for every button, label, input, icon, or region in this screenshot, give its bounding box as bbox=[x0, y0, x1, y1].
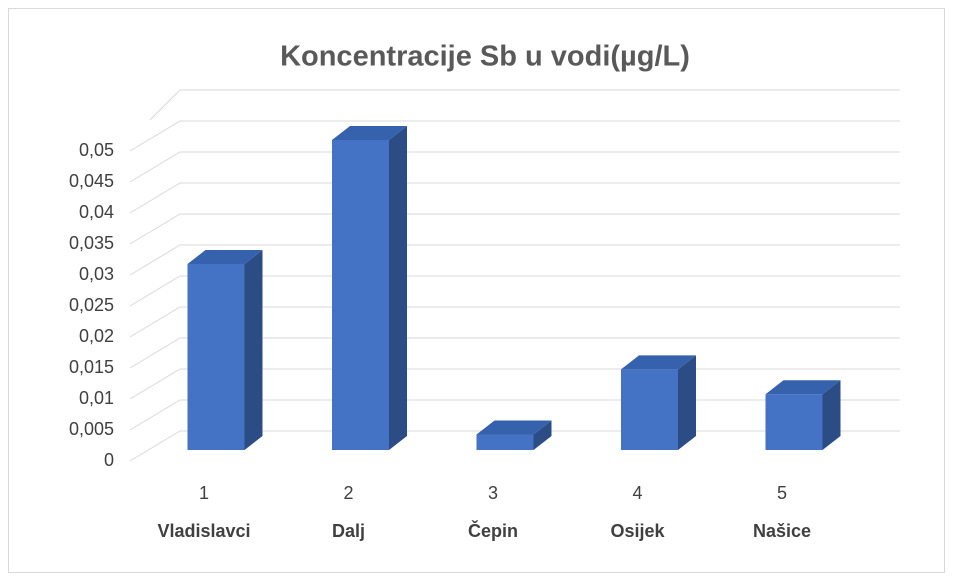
y-tick-label: 0,05 bbox=[79, 140, 114, 160]
y-tick-label: 0,03 bbox=[79, 264, 114, 284]
x-tick-label: 5 bbox=[777, 483, 787, 503]
x-tick-label: 3 bbox=[488, 483, 498, 503]
x-group-label: Osijek bbox=[610, 521, 665, 541]
y-tick-label: 0,005 bbox=[69, 419, 114, 439]
grid-line bbox=[129, 275, 900, 307]
bar-side bbox=[389, 126, 407, 450]
y-tick-label: 0,02 bbox=[79, 326, 114, 346]
y-tick-label: 0,045 bbox=[69, 171, 114, 191]
x-group-label: Čepin bbox=[468, 520, 518, 541]
x-group-label: Našice bbox=[753, 521, 811, 541]
bar-side bbox=[533, 420, 552, 450]
y-tick-label: 0,01 bbox=[79, 388, 114, 408]
x-tick-label: 4 bbox=[632, 483, 642, 503]
y-tick-label: 0 bbox=[104, 450, 114, 470]
bar-top bbox=[476, 420, 552, 435]
y-tick-label: 0,04 bbox=[79, 202, 114, 222]
chart-frame bbox=[8, 8, 945, 573]
grid-line bbox=[129, 213, 900, 245]
bar-top bbox=[187, 250, 263, 264]
x-tick-label: 2 bbox=[343, 483, 353, 503]
bar-side bbox=[822, 380, 841, 450]
bar bbox=[765, 394, 823, 450]
grid-line bbox=[129, 337, 900, 369]
grid-line bbox=[129, 244, 900, 276]
bar bbox=[332, 140, 389, 450]
grid-line bbox=[129, 151, 900, 183]
bar-side bbox=[244, 250, 263, 450]
x-tick-label: 1 bbox=[199, 483, 209, 503]
bar bbox=[476, 434, 534, 450]
y-tick-label: 0,035 bbox=[69, 233, 114, 253]
bar bbox=[621, 369, 678, 450]
chart-title: Koncentracije Sb u vodi(µg/L) bbox=[280, 41, 690, 73]
x-group-label: Dalj bbox=[332, 521, 365, 541]
bar-top bbox=[621, 355, 696, 370]
x-group-label: Vladislavci bbox=[157, 521, 250, 541]
grid-line bbox=[129, 120, 900, 152]
grid-line bbox=[129, 182, 900, 214]
grid-line bbox=[129, 306, 900, 338]
y-tick-label: 0,025 bbox=[69, 295, 114, 315]
grid-line bbox=[149, 89, 900, 121]
bar-top bbox=[332, 126, 407, 140]
bar-side bbox=[678, 355, 696, 450]
y-tick-label: 0,015 bbox=[69, 357, 114, 377]
bar bbox=[187, 264, 245, 450]
bar-top bbox=[765, 380, 841, 395]
